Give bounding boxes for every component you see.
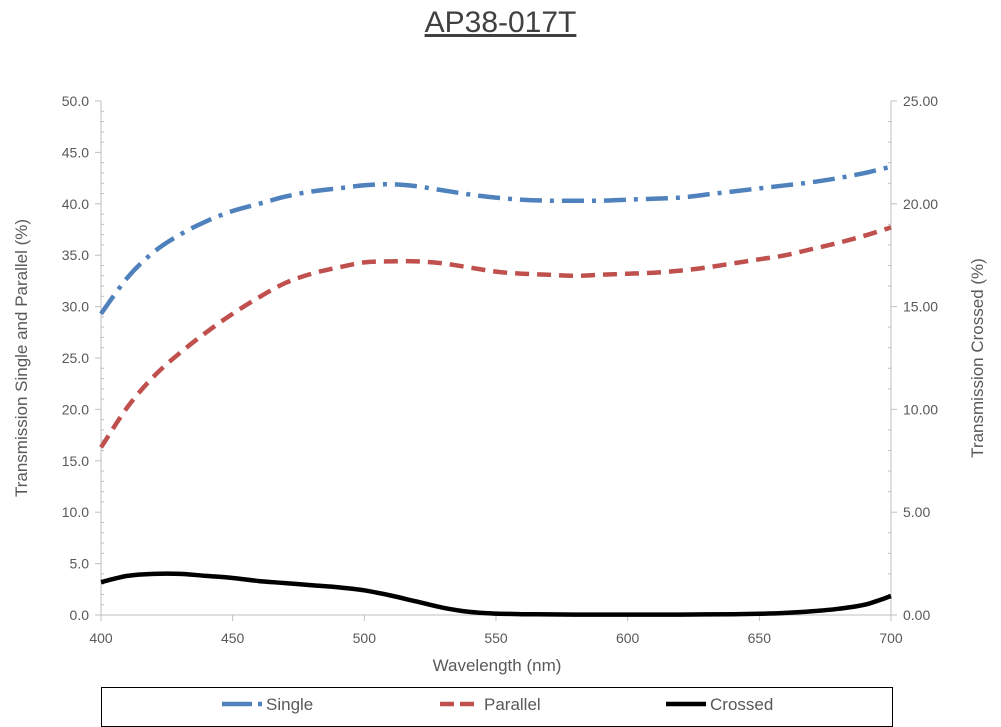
x-tick-label: 450 (221, 630, 245, 646)
y-tick-label: 15.0 (62, 453, 89, 469)
chart-title: AP38-017T (424, 6, 577, 39)
y-tick-label: 5.0 (70, 556, 90, 572)
right-axis-ticks: 0.00 5.00 10.00 15.00 20.00 25.00 (888, 93, 938, 623)
x-tick-label: 650 (748, 630, 772, 646)
series-line-parallel (99, 225, 892, 449)
y2-tick-label: 0.00 (903, 607, 930, 623)
left-axis-ticks: 0.0 5.0 10.0 15.0 20.0 25.0 30.0 35.0 40.0 45.0 50… (62, 93, 104, 623)
y-tick-label: 10.0 (62, 504, 89, 520)
y2-tick-label: 10.00 (903, 401, 938, 417)
series-lines (99, 164, 892, 617)
x-axis-ticks: 400 450 500 550 600 650 700 (89, 615, 903, 646)
series-line-single (99, 164, 892, 316)
y-tick-label: 40.0 (62, 196, 89, 212)
x-tick-label: 600 (616, 630, 640, 646)
y-axis-label: Transmission Single and Parallel (%) (12, 219, 31, 497)
y2-tick-label: 5.00 (903, 504, 930, 520)
chart-axes (100, 101, 892, 616)
y2-tick-label: 25.00 (903, 93, 938, 109)
series-line-crossed (100, 571, 892, 617)
x-axis-label: Wavelength (nm) (433, 656, 562, 675)
y-tick-label: 50.0 (62, 93, 89, 109)
y-tick-label: 20.0 (62, 401, 89, 417)
y2-axis-label: Transmission Crossed (%) (968, 258, 987, 458)
x-tick-label: 400 (89, 630, 113, 646)
y-tick-label: 45.0 (62, 144, 89, 160)
y2-tick-label: 15.00 (903, 299, 938, 315)
x-tick-label: 700 (879, 630, 903, 646)
y-tick-label: 30.0 (62, 299, 89, 315)
x-tick-label: 550 (484, 630, 508, 646)
y-tick-label: 35.0 (62, 247, 89, 263)
legend (101, 687, 893, 727)
y2-tick-label: 20.00 (903, 196, 938, 212)
y-tick-label: 0.0 (70, 607, 90, 623)
y-tick-label: 25.0 (62, 350, 89, 366)
x-tick-label: 500 (353, 630, 377, 646)
